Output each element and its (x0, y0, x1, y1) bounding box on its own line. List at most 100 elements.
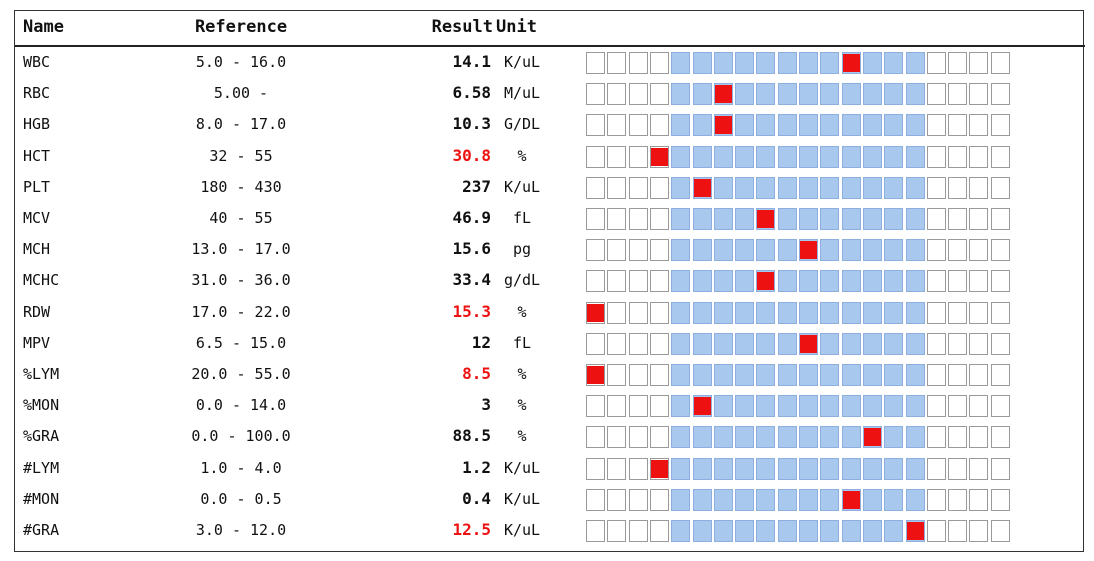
gauge-cell (948, 520, 968, 542)
gauge-cell (905, 301, 925, 324)
result-marker (863, 428, 881, 447)
gauge-cell (969, 301, 989, 324)
gauge-cell (841, 364, 861, 386)
gauge-cell (586, 208, 605, 230)
gauge-cell (820, 270, 840, 293)
result-marker (757, 272, 775, 291)
result-value: 12 (471, 332, 491, 352)
result-unit: M/uL (503, 84, 541, 103)
gauge-cell (628, 395, 648, 418)
gauge-cell (777, 364, 797, 386)
gauge-cell (692, 332, 712, 355)
gauge-cell (948, 114, 968, 137)
gauge-cell (607, 488, 627, 511)
test-name: MPV (23, 333, 51, 352)
test-name: HGB (23, 115, 51, 134)
gauge-cell (628, 270, 648, 293)
test-name: RBC (23, 84, 51, 103)
gauge-cell (586, 114, 605, 137)
gauge-cell (607, 364, 627, 386)
gauge-cell (841, 114, 861, 137)
gauge-cell (756, 301, 776, 324)
gauge-cell (628, 239, 648, 262)
gauge-cell (777, 270, 797, 293)
gauge-cell (735, 176, 755, 199)
gauge-cell (735, 520, 755, 542)
gauge-cell (862, 114, 882, 137)
reference-range: 31.0 - 36.0 (191, 271, 291, 290)
result-value: 30.8 (452, 145, 491, 165)
gauge-cell (905, 488, 925, 511)
gauge-cell (586, 488, 605, 511)
gauge-cell (713, 426, 733, 449)
result-unit: fL (512, 209, 532, 227)
gauge-cell (884, 83, 904, 106)
gauge-cell (692, 208, 712, 230)
gauge-cell (713, 270, 733, 293)
gauge-cell (649, 364, 669, 386)
gauge-cell (586, 145, 605, 168)
gauge-cell (607, 208, 627, 230)
gauge-cell (799, 83, 818, 106)
gauge-cell (820, 364, 840, 386)
gauge-cell (671, 83, 691, 106)
gauge-cell (969, 239, 989, 262)
gauge-cell (948, 301, 968, 324)
gauge-cell (884, 114, 904, 137)
result-unit: K/uL (503, 177, 541, 196)
gauge-cell (649, 332, 669, 355)
gauge-cell (862, 332, 882, 355)
gauge-cell (820, 488, 840, 511)
lab-results-panel: Name Reference Result Unit WBC 5.0 - 16.0… (14, 10, 1085, 552)
table-row: %GRA 0.0 - 100.0 88.5% (15, 421, 1085, 452)
gauge-cell (692, 145, 712, 168)
gauge-cell (756, 520, 776, 542)
gauge-cell (777, 426, 797, 449)
gauge-cell (969, 208, 989, 230)
result-value: 1.2 (462, 457, 491, 477)
range-gauge (586, 208, 1012, 230)
gauge-cell (862, 176, 882, 199)
gauge-cell (905, 114, 925, 137)
gauge-cell (820, 301, 840, 324)
gauge-cell (735, 145, 755, 168)
gauge-cell (862, 145, 882, 168)
result-value: 88.5 (452, 426, 491, 446)
gauge-cell (905, 52, 925, 74)
result-marker (757, 210, 775, 228)
gauge-cell (926, 270, 946, 293)
gauge-cell (649, 301, 669, 324)
gauge-cell (990, 488, 1010, 511)
gauge-cell (756, 332, 776, 355)
gauge-cell (756, 457, 776, 480)
result-value: 237 (462, 176, 491, 196)
column-header-reference: Reference (194, 17, 288, 37)
gauge-cell (628, 364, 648, 386)
gauge-cell (841, 270, 861, 293)
gauge-cell (628, 145, 648, 168)
gauge-cell (777, 114, 797, 137)
gauge-cell (607, 301, 627, 324)
gauge-cell (841, 457, 861, 480)
gauge-cell (735, 395, 755, 418)
result-unit: K/uL (503, 53, 541, 71)
gauge-cell (969, 114, 989, 137)
gauge-cell (884, 395, 904, 418)
gauge-cell (692, 239, 712, 262)
result-value: 15.3 (452, 301, 491, 321)
gauge-cell (969, 364, 989, 386)
gauge-cell (735, 208, 755, 230)
gauge-cell (841, 395, 861, 418)
gauge-cell (948, 457, 968, 480)
gauge-cell (799, 52, 818, 74)
gauge-cell (905, 83, 925, 106)
gauge-cell (756, 395, 776, 418)
gauge-cell (692, 301, 712, 324)
gauge-cell (649, 395, 669, 418)
gauge-cell (862, 83, 882, 106)
gauge-cell (713, 176, 733, 199)
gauge-cell (799, 270, 818, 293)
result-unit: fL (512, 333, 532, 352)
gauge-cell (990, 364, 1010, 386)
gauge-cell (671, 239, 691, 262)
